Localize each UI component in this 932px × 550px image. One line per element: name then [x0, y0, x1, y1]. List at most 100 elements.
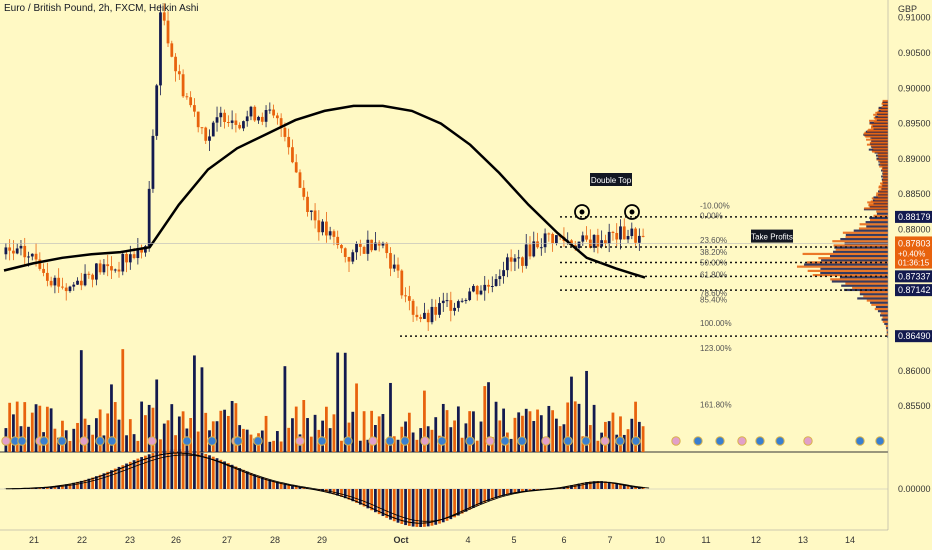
- volume-bar: [110, 384, 113, 452]
- volume-bar: [144, 415, 147, 452]
- candle: [445, 300, 449, 302]
- current-price-text: 0.87803: [898, 238, 931, 248]
- volume-bar: [573, 401, 577, 452]
- fib-level-label: 123.00%: [700, 344, 732, 353]
- candle: [64, 287, 68, 292]
- candle: [392, 264, 396, 269]
- macd-histogram-bar: [272, 480, 275, 489]
- volume-bar: [411, 432, 415, 452]
- macd-histogram-bar: [396, 489, 400, 523]
- y-axis-tick-label: 0.89500: [898, 119, 931, 129]
- candle: [596, 234, 600, 247]
- x-axis-tick-label: 7: [607, 535, 612, 545]
- volume-profile-bar: [880, 312, 888, 315]
- macd-histogram-bar: [509, 489, 513, 494]
- volume-profile-bar: [886, 329, 888, 332]
- economic-event-icon: [17, 436, 27, 446]
- candle: [502, 270, 505, 277]
- macd-histogram-bar: [185, 449, 189, 489]
- volume-profile-bar: [886, 333, 888, 336]
- volume-bar: [223, 409, 226, 452]
- volume-bar: [351, 411, 355, 452]
- volume-profile-bar: [874, 307, 888, 311]
- double-top-label-box: [590, 173, 632, 186]
- volume-bar: [441, 403, 445, 452]
- economic-event-icon: [182, 436, 192, 446]
- macd-histogram-bar: [460, 489, 464, 514]
- price-level-tag: [895, 210, 932, 223]
- candle: [419, 317, 423, 319]
- macd-histogram-bar: [615, 483, 619, 489]
- macd-histogram-bar: [242, 469, 245, 489]
- macd-histogram-bar: [453, 489, 456, 518]
- macd-histogram-bar: [600, 481, 604, 489]
- volume-bar: [464, 423, 468, 452]
- volume-bar: [53, 428, 57, 452]
- candle: [611, 231, 615, 233]
- macd-histogram-bar: [490, 489, 494, 500]
- volume-profile-bar: [866, 299, 888, 302]
- volume-profile-bar: [812, 274, 888, 277]
- candle: [577, 241, 581, 249]
- candle: [543, 233, 547, 248]
- candle: [434, 306, 438, 315]
- candle: [347, 256, 351, 262]
- candle: [76, 280, 79, 285]
- macd-line: [5, 452, 644, 524]
- macd-histogram-bar: [407, 489, 411, 526]
- volume-profile-bar: [869, 216, 888, 220]
- candle: [204, 127, 208, 141]
- candle: [634, 228, 637, 243]
- macd-histogram-bar: [404, 489, 407, 526]
- volume-profile-bar: [830, 278, 888, 281]
- candle: [242, 121, 245, 129]
- economic-event-icon: [485, 436, 495, 446]
- volume-bar: [611, 412, 615, 452]
- macd-histogram-bar: [521, 489, 524, 492]
- y-axis-tick-label: 0.86000: [898, 366, 931, 376]
- volume-profile-bar: [876, 212, 888, 215]
- volume-bar: [219, 410, 223, 452]
- volume-profile-bar: [804, 263, 888, 266]
- candle: [110, 266, 113, 271]
- candle: [200, 127, 204, 129]
- macd-histogram-bar: [260, 477, 264, 489]
- macd-histogram-bar: [430, 489, 434, 526]
- volume-profile-bar: [859, 290, 888, 294]
- macd-histogram-bar: [317, 489, 321, 491]
- volume-bar: [622, 434, 626, 452]
- volume-bar: [377, 416, 381, 452]
- macd-histogram-bar: [117, 466, 121, 489]
- double-top-marker: [574, 204, 590, 220]
- macd-histogram-bar: [434, 489, 438, 525]
- macd-histogram-bar: [68, 483, 72, 489]
- candle: [291, 147, 294, 163]
- candle: [555, 235, 558, 244]
- macd-histogram-bar: [332, 489, 336, 495]
- macd-histogram-bar: [140, 457, 144, 489]
- candle: [238, 124, 242, 129]
- candle: [12, 250, 15, 254]
- candle: [325, 221, 328, 236]
- volume-bar: [445, 410, 449, 452]
- volume-bar: [174, 435, 177, 452]
- candle: [536, 241, 539, 248]
- macd-histogram-bar: [505, 489, 509, 495]
- candle: [630, 228, 634, 237]
- macd-histogram-bar: [94, 476, 98, 489]
- candle: [415, 314, 419, 318]
- y-axis-tick-label: 0.88500: [898, 189, 931, 199]
- volume-profile-bar: [870, 218, 888, 222]
- candle: [193, 105, 196, 112]
- volume-profile-bar: [886, 331, 888, 334]
- candle: [355, 243, 358, 253]
- candle: [306, 196, 309, 212]
- moving-average-line: [3, 104, 646, 279]
- macd-histogram-bar: [423, 489, 426, 527]
- volume-bar: [385, 439, 389, 452]
- volume-bar: [502, 408, 505, 452]
- candle: [61, 286, 64, 288]
- volume-bar: [539, 415, 543, 452]
- economic-event-icon: [737, 436, 747, 446]
